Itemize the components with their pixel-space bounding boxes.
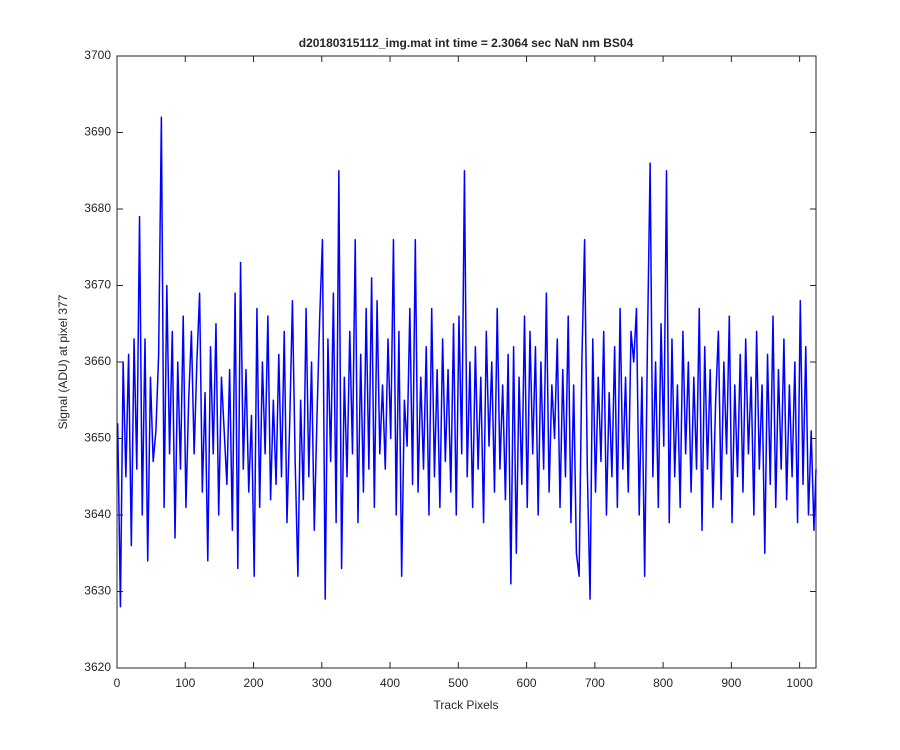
x-tick-label: 1000 (786, 676, 813, 690)
x-tick-label: 500 (448, 676, 468, 690)
x-tick-label: 200 (244, 676, 264, 690)
x-tick-label: 700 (585, 676, 605, 690)
x-tick-label: 0 (114, 676, 121, 690)
y-tick-label: 3650 (84, 431, 111, 445)
x-tick-label: 800 (653, 676, 673, 690)
y-axis-label: Signal (ADU) at pixel 377 (56, 294, 70, 429)
x-tick-label: 300 (312, 676, 332, 690)
y-tick-label: 3680 (84, 201, 111, 215)
chart-title: d20180315112_img.mat int time = 2.3064 s… (299, 36, 634, 50)
y-tick-label: 3690 (84, 125, 111, 139)
data-line (116, 116, 817, 608)
y-tick-label: 3630 (84, 584, 111, 598)
x-tick-label: 100 (175, 676, 195, 690)
y-tick-label: 3620 (84, 660, 111, 674)
y-tick-label: 3670 (84, 278, 111, 292)
x-tick-label: 900 (721, 676, 741, 690)
y-tick-label: 3640 (84, 507, 111, 521)
x-axis-label: Track Pixels (434, 698, 499, 712)
x-tick-label: 400 (380, 676, 400, 690)
y-tick-label: 3700 (84, 48, 111, 62)
x-tick-label: 600 (517, 676, 537, 690)
y-tick-label: 3660 (84, 354, 111, 368)
